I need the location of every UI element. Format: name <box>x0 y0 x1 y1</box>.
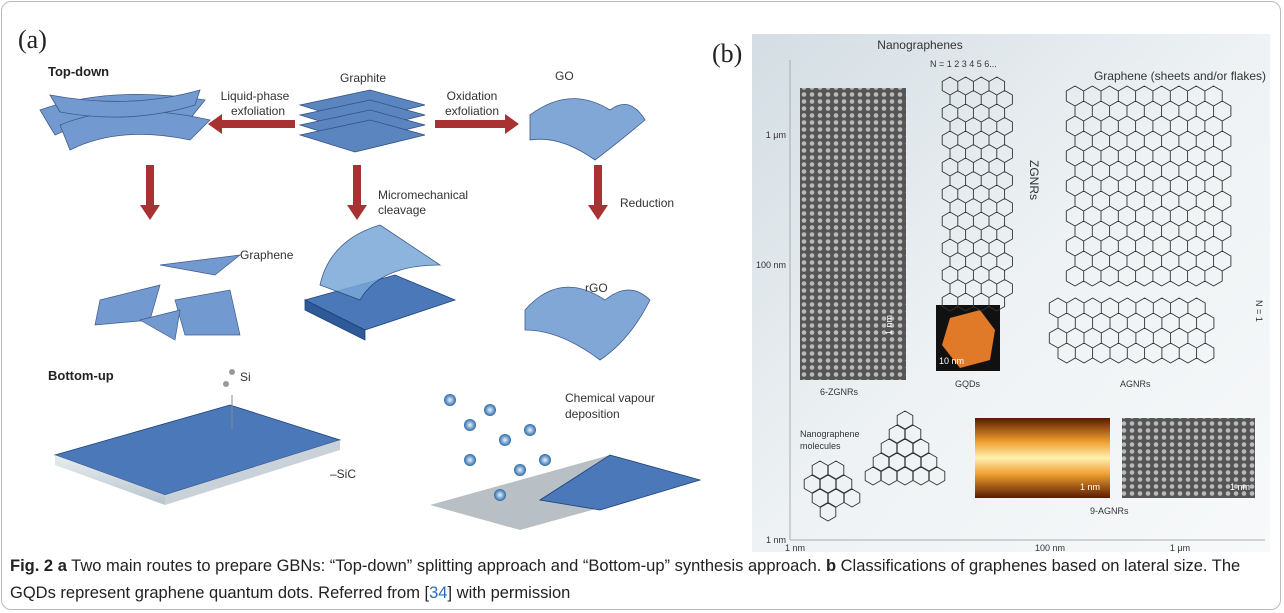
label: Liquid-phase <box>221 89 290 103</box>
scale-label: 1 nm <box>1230 482 1250 492</box>
label: Graphite <box>340 71 386 85</box>
label: exfoliation <box>445 104 499 118</box>
section-title: Bottom-up <box>48 368 114 383</box>
label: –SiC <box>330 467 356 481</box>
label: Graphene <box>240 248 294 262</box>
caption-part: a <box>58 557 67 575</box>
label: Oxidation <box>447 89 498 103</box>
label: cleavage <box>378 203 426 217</box>
reference-link[interactable]: 34 <box>429 584 447 602</box>
sic-slab <box>55 369 340 505</box>
graphite-stack <box>300 90 425 152</box>
label: Reduction <box>620 196 674 210</box>
go-sheet <box>530 99 645 160</box>
label: Chemical vapour <box>565 391 655 405</box>
axis-label: 1 nm <box>785 543 805 553</box>
label: GQDs <box>955 379 981 389</box>
rgo-sheet <box>525 287 650 360</box>
caption-label: Fig. 2 <box>10 557 53 575</box>
section-title: Top-down <box>48 64 109 79</box>
page: (a) Top-down Graphite Liquid-phase exfol… <box>0 0 1284 613</box>
label: N = 1 <box>1254 300 1264 322</box>
scale-label: 1 nm <box>884 315 894 335</box>
label: Graphene (sheets and/or flakes) <box>1094 69 1266 83</box>
label: AGNRs <box>1120 379 1151 389</box>
cleavage-drawing <box>305 225 455 340</box>
label: Micromechanical <box>378 188 468 202</box>
label: 6-ZGNRs <box>820 387 858 397</box>
label: N = 1 2 3 4 5 6... <box>930 59 997 69</box>
axis-label: 1 μm <box>766 130 786 140</box>
graphene-flakes <box>95 255 240 340</box>
caption-text: ] with permission <box>447 584 570 602</box>
axis-label: 100 nm <box>756 260 786 270</box>
exfoliated-sheets <box>40 90 210 150</box>
label: molecules <box>800 441 841 451</box>
panel-label: (b) <box>712 39 742 68</box>
axis-label: 1 μm <box>1170 543 1190 553</box>
label: exfoliation <box>231 104 285 118</box>
scale-label: 1 nm <box>1080 482 1100 492</box>
label: Nanographenes <box>877 38 962 52</box>
label: Nanographene <box>800 429 860 439</box>
scale-label: 10 nm <box>939 356 964 366</box>
stm-image <box>800 88 906 380</box>
label: deposition <box>565 407 620 421</box>
figure: (a) Top-down Graphite Liquid-phase exfol… <box>0 0 1284 553</box>
axis-label: 100 nm <box>1035 543 1065 553</box>
label: ZGNRs <box>1027 160 1041 200</box>
axis-label: 1 nm <box>766 535 786 545</box>
caption: Fig. 2 a Two main routes to prepare GBNs… <box>10 553 1272 607</box>
label: 9-AGNRs <box>1090 506 1129 516</box>
label: Si <box>240 370 251 384</box>
caption-part: b <box>826 557 836 575</box>
panel-label: (a) <box>18 25 47 54</box>
label: GO <box>555 69 574 83</box>
caption-text: Two main routes to prepare GBNs: “Top-do… <box>67 557 826 575</box>
